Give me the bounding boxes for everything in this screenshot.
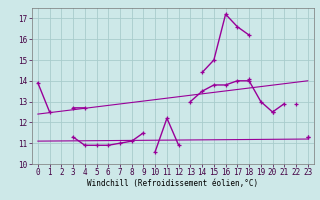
X-axis label: Windchill (Refroidissement éolien,°C): Windchill (Refroidissement éolien,°C) <box>87 179 258 188</box>
